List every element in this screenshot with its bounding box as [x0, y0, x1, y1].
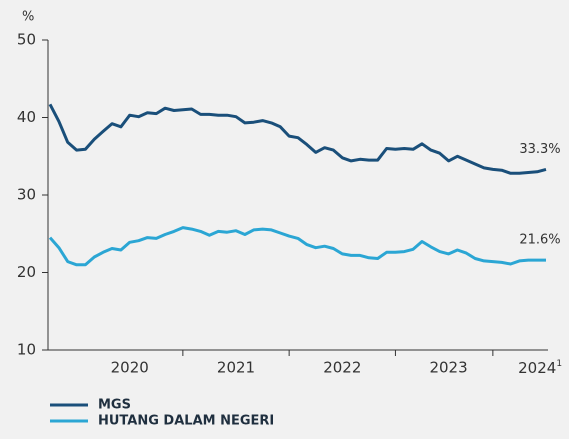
value-label: 33.3%	[519, 142, 560, 157]
y-tick-label: 50	[17, 31, 36, 49]
series-line	[48, 103, 547, 175]
footnote-marker: 1	[556, 359, 562, 369]
legend-label: MGS	[98, 398, 131, 413]
y-tick-label: 30	[17, 186, 36, 204]
y-tick-label: 40	[17, 108, 36, 126]
y-tick-label: 20	[17, 263, 36, 281]
x-tick-label: 2022	[323, 359, 361, 377]
y-unit-label: %	[22, 10, 34, 25]
x-tick-label: 20241	[518, 359, 562, 377]
x-tick-label: 2021	[217, 359, 255, 377]
x-tick-label-text: 2024	[518, 359, 556, 377]
y-tick-label: 10	[17, 341, 36, 359]
value-label: 21.6%	[519, 233, 560, 248]
x-tick-label: 2020	[111, 359, 149, 377]
series-line	[48, 226, 546, 267]
legend-label: HUTANG DALAM NEGERI	[98, 414, 274, 429]
x-tick-label: 2023	[429, 359, 467, 377]
